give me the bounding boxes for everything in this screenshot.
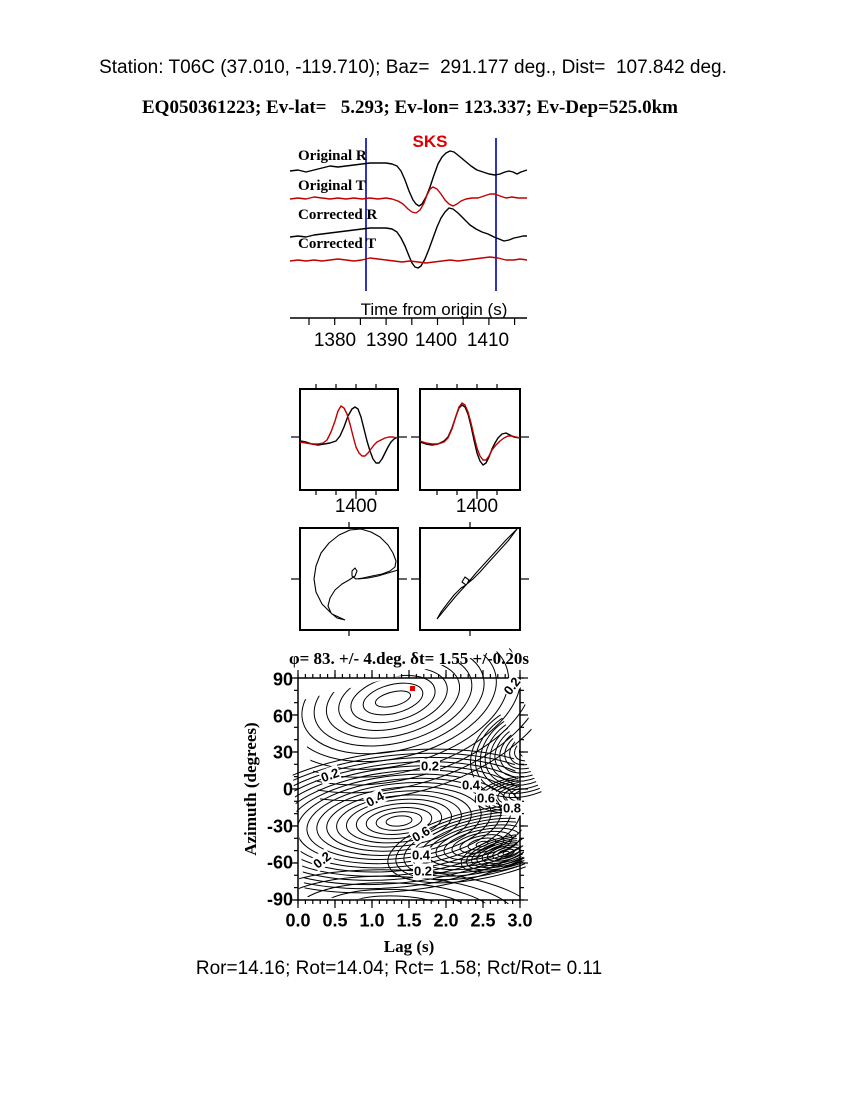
contour-line bbox=[298, 882, 494, 905]
trace-label-corrected-t: Corrected T bbox=[298, 236, 377, 252]
contour-value-label: 0.8 bbox=[501, 800, 523, 816]
contour-line bbox=[509, 732, 549, 766]
contour-line bbox=[283, 748, 528, 894]
contour-line bbox=[484, 712, 574, 786]
contour-line bbox=[340, 895, 452, 905]
mini-tick-label: 1400 bbox=[455, 496, 499, 517]
particle-ellipse bbox=[313, 528, 397, 621]
contour-line bbox=[319, 888, 473, 905]
contour-value-label: 0.2 bbox=[412, 863, 434, 879]
event-subtitle: EQ050361223; Ev-lat= 5.293; Ev-lon= 123.… bbox=[142, 97, 678, 118]
contour-value-label: 0.4 bbox=[410, 847, 432, 863]
azimuth-axis-label: Azimuth (degrees) bbox=[241, 722, 260, 856]
contour-line bbox=[345, 798, 453, 844]
lag-axis-label: Lag (s) bbox=[383, 937, 435, 956]
contour-line bbox=[283, 756, 528, 886]
time-axis-label: Time from origin (s) bbox=[360, 300, 508, 319]
contour-line bbox=[355, 802, 443, 840]
time-tick-label: 1410 bbox=[466, 330, 510, 351]
trace-label-original-r: Original R bbox=[298, 148, 367, 164]
particle-linear bbox=[436, 528, 518, 620]
contour-line bbox=[385, 815, 413, 827]
lag-tick-label: 2.0 bbox=[433, 910, 459, 931]
trace-label-original-t: Original T bbox=[298, 178, 366, 194]
mini-tick-label: 1400 bbox=[334, 496, 378, 517]
time-tick-label: 1400 bbox=[414, 330, 458, 351]
contour-line bbox=[502, 850, 510, 856]
contour-line bbox=[326, 790, 472, 852]
contour-line bbox=[479, 708, 579, 790]
contour-line bbox=[298, 875, 516, 905]
original-t-trace bbox=[289, 186, 527, 214]
time-tick-label: 1390 bbox=[365, 330, 409, 351]
lag-tick-label: 2.5 bbox=[470, 910, 496, 931]
contour-line bbox=[283, 765, 528, 877]
lag-tick-label: 1.5 bbox=[396, 910, 422, 931]
plot-frame bbox=[419, 527, 521, 631]
contour-line bbox=[295, 647, 510, 770]
original-r-trace bbox=[289, 150, 528, 207]
azimuth-tick-label: -30 bbox=[266, 816, 293, 837]
phase-label-sks: SKS bbox=[412, 132, 448, 151]
lag-tick-label: 3.0 bbox=[507, 910, 533, 931]
contour-line bbox=[338, 667, 448, 731]
contour-line bbox=[465, 835, 531, 871]
contour-line bbox=[395, 807, 531, 881]
particle-ellipse-tail bbox=[357, 569, 399, 580]
contour-line bbox=[460, 833, 531, 873]
azimuth-tick-label: 60 bbox=[272, 706, 293, 727]
azimuth-tick-label: -60 bbox=[266, 852, 293, 873]
contour-line bbox=[476, 839, 531, 867]
contour-line bbox=[374, 690, 412, 708]
azimuth-tick-label: 90 bbox=[272, 669, 293, 690]
plot-frame bbox=[299, 527, 399, 631]
azimuth-tick-label: 0 bbox=[282, 779, 293, 800]
contour-line bbox=[497, 848, 515, 858]
mini-left-red bbox=[299, 405, 399, 457]
corrected-t-trace bbox=[289, 256, 528, 264]
contour-line bbox=[365, 807, 433, 835]
contour-line bbox=[362, 682, 424, 716]
page-title: Station: T06C (37.010, -119.710); Baz= 2… bbox=[99, 57, 727, 78]
contour-value-label: 0.6 bbox=[475, 790, 497, 806]
time-tick-label: 1380 bbox=[313, 330, 357, 351]
contour-line bbox=[283, 752, 528, 890]
contour-line bbox=[375, 811, 423, 831]
contour-value-label: 0.2 bbox=[419, 758, 441, 774]
lag-tick-label: 0.0 bbox=[285, 910, 311, 931]
mini-right-red bbox=[419, 402, 521, 461]
contour-line bbox=[298, 869, 529, 905]
trace-label-corrected-r: Corrected R bbox=[298, 207, 378, 223]
azimuth-tick-label: -90 bbox=[266, 889, 293, 910]
contour-line bbox=[489, 716, 569, 782]
contour-line bbox=[519, 789, 532, 799]
contour-value-label: 0.4 bbox=[460, 777, 482, 793]
best-fit-marker bbox=[410, 686, 415, 691]
contour-line bbox=[471, 837, 531, 869]
contour-line bbox=[387, 804, 531, 884]
quality-stats: Ror=14.16; Rot=14.04; Rct= 1.58; Rct/Rot… bbox=[195, 958, 603, 979]
azimuth-tick-label: 30 bbox=[272, 742, 293, 763]
contour-title: φ= 83. +/- 4.deg. δt= 1.55 +/-0.20s bbox=[289, 649, 529, 668]
lag-tick-label: 1.0 bbox=[359, 910, 385, 931]
contour-line bbox=[350, 674, 436, 724]
contour-line bbox=[514, 736, 544, 762]
contour-line bbox=[283, 769, 522, 873]
plot-frame bbox=[297, 677, 521, 901]
mini-right-black bbox=[419, 404, 521, 466]
plot-frame bbox=[419, 388, 521, 491]
mini-left-black bbox=[299, 406, 399, 464]
contour-line bbox=[295, 647, 497, 763]
plot-frame bbox=[299, 388, 399, 491]
lag-tick-label: 0.5 bbox=[322, 910, 348, 931]
